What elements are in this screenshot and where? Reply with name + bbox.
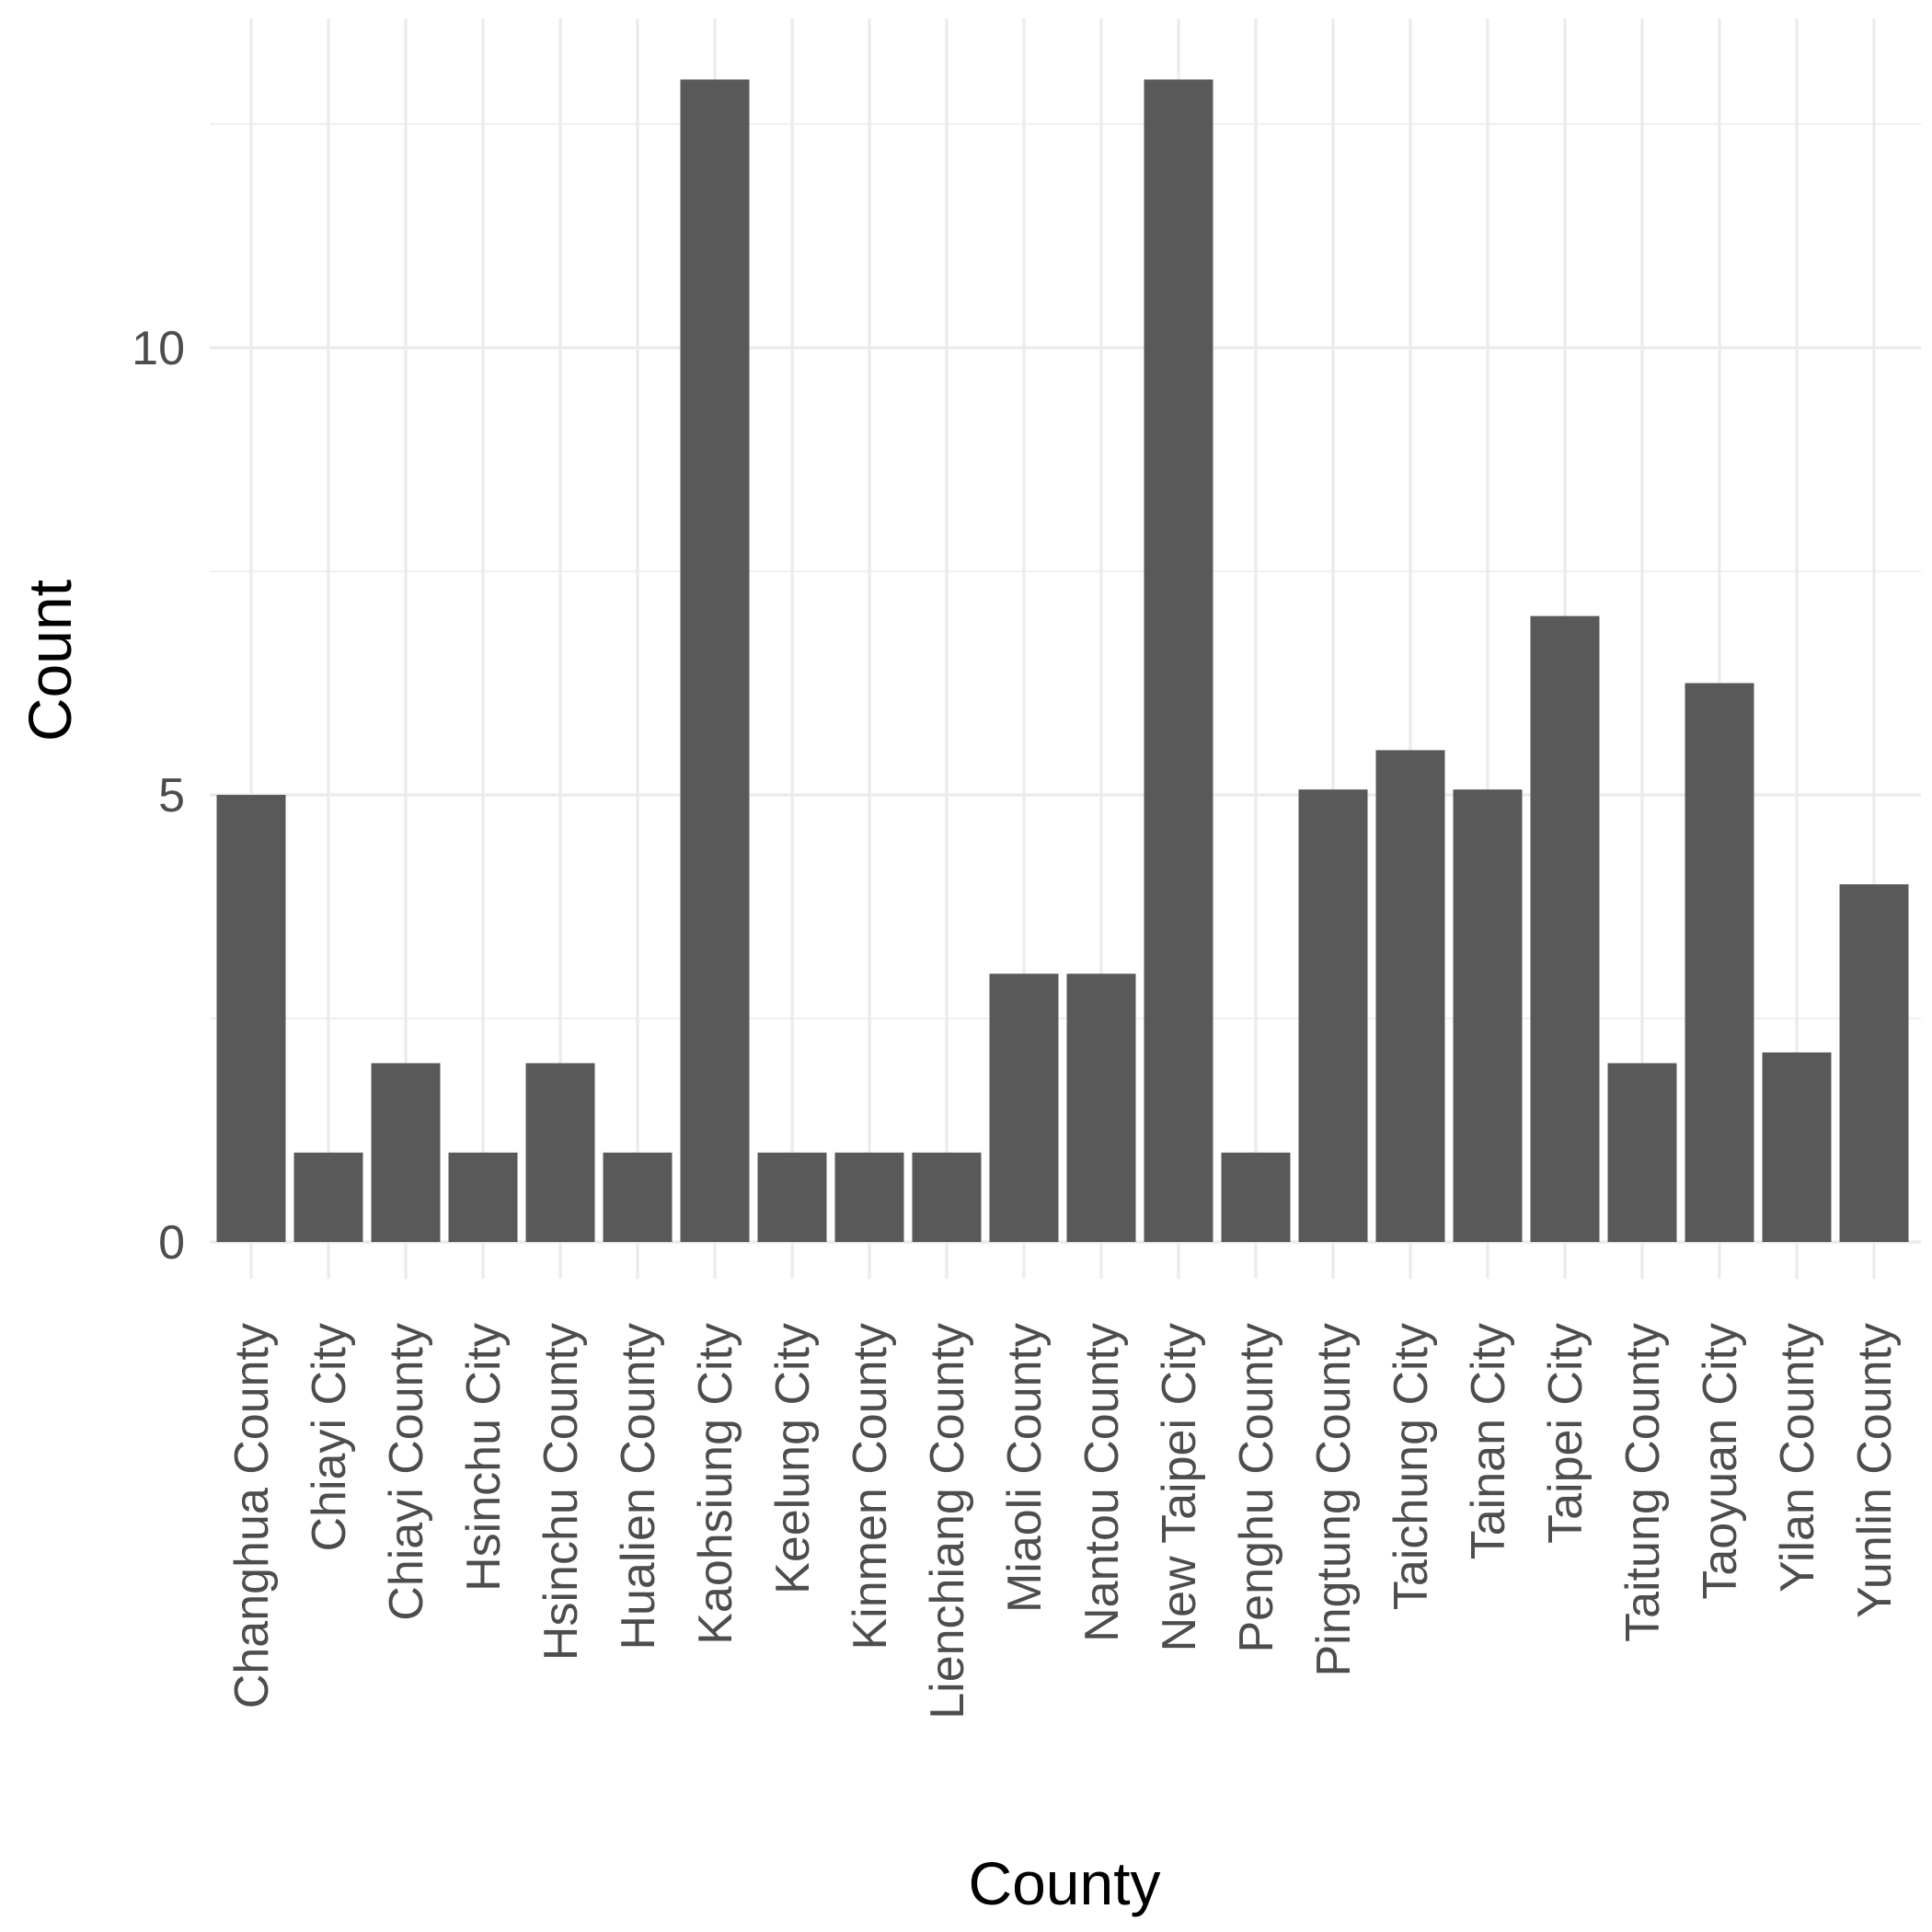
bar [1144, 79, 1213, 1242]
bar [989, 973, 1059, 1242]
bar [448, 1152, 518, 1242]
x-tick-label: Taoyuan City [1694, 1323, 1747, 1600]
bar [757, 1152, 827, 1242]
x-tick-label: Taichung City [1385, 1323, 1438, 1610]
x-tick-label: Penghu County [1230, 1323, 1283, 1653]
x-tick-label: Taitung County [1616, 1323, 1670, 1642]
x-axis-title: County [968, 1849, 1160, 1917]
x-tick-label: Chiayi City [303, 1323, 356, 1552]
x-tick-label: Yilan County [1771, 1323, 1824, 1593]
bar [1762, 1052, 1832, 1242]
x-tick-label: Kaohsiung City [689, 1323, 742, 1645]
bar [293, 1152, 363, 1242]
bars [216, 79, 1909, 1242]
bar [216, 795, 286, 1242]
bar [912, 1152, 982, 1242]
bar [371, 1063, 441, 1242]
x-tick-label: Hsinchu County [535, 1323, 588, 1661]
bar [1066, 973, 1136, 1242]
bar [525, 1063, 595, 1242]
y-tick-label: 10 [132, 322, 185, 375]
bar [1607, 1063, 1677, 1242]
bar [1298, 789, 1368, 1242]
x-tick-label: Yunlin County [1848, 1323, 1902, 1618]
bar [680, 79, 750, 1242]
y-tick-label: 0 [158, 1216, 185, 1270]
bar [834, 1152, 904, 1242]
x-tick-label: Kinmen County [844, 1323, 897, 1650]
y-axis-title: Count [16, 580, 84, 742]
x-tick-label: Keelung City [766, 1323, 820, 1594]
x-axis-ticks: Changhua County Chiayi City Chiayi County H… [225, 1323, 1902, 1719]
x-tick-label: Lienchiang County [921, 1323, 974, 1719]
bar [1221, 1152, 1291, 1242]
x-tick-label: Hsinchu City [457, 1323, 511, 1592]
x-tick-label: Chiayi County [380, 1323, 433, 1621]
x-tick-label: Pingtung County [1307, 1323, 1361, 1677]
x-tick-label: Tainan City [1462, 1323, 1515, 1559]
y-axis-ticks: 0 5 10 [132, 322, 185, 1270]
y-tick-label: 5 [158, 769, 185, 822]
x-tick-label: Nantou County [1075, 1323, 1129, 1642]
bar [1839, 884, 1909, 1242]
bar [1453, 789, 1523, 1242]
x-tick-label: Taipei City [1539, 1323, 1593, 1544]
bar [1685, 683, 1754, 1242]
x-tick-label: Miaoli County [998, 1323, 1052, 1613]
bar [1375, 750, 1445, 1242]
bar [603, 1152, 673, 1242]
x-tick-label: New Taipei City [1153, 1323, 1206, 1651]
x-tick-label: Hualien County [612, 1323, 665, 1650]
bar [1530, 615, 1600, 1242]
x-tick-label: Changhua County [225, 1323, 279, 1708]
